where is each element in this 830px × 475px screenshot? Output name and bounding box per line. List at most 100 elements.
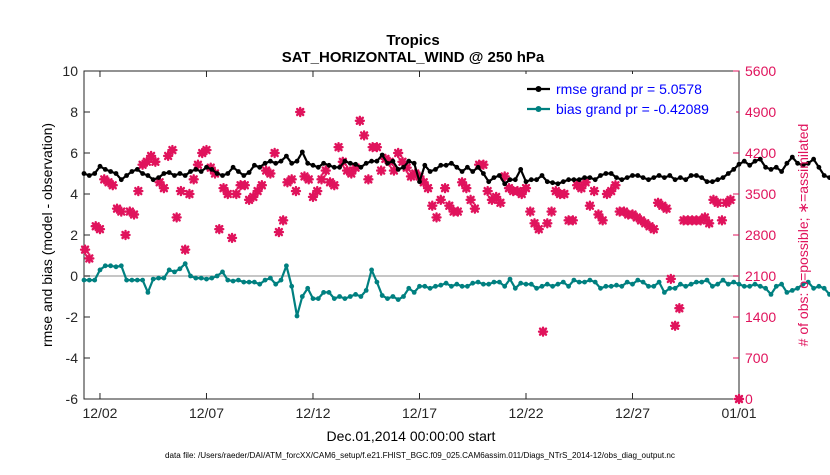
y-right-tick-label: 2800	[745, 227, 776, 243]
rmse-point	[475, 164, 481, 170]
rmse-point	[747, 162, 753, 168]
x-axis-ticks: 12/02 12/07 12/12 12/17 12/22 12/27 01/01	[82, 71, 757, 421]
obs-point	[516, 188, 527, 200]
y-right-tick-label: 3500	[745, 186, 776, 202]
bias-point	[662, 290, 667, 295]
bias-point	[438, 282, 444, 288]
obs-point	[103, 177, 114, 188]
obs-point	[721, 197, 732, 208]
obs-point	[388, 165, 400, 176]
rmse-point	[86, 173, 92, 178]
obs-point	[648, 223, 659, 235]
bias-point	[81, 277, 87, 283]
rmse-point	[598, 173, 603, 178]
rmse-point	[294, 158, 300, 164]
rmse-point	[225, 171, 231, 176]
obs-point	[124, 206, 135, 217]
rmse-point	[704, 179, 710, 185]
obs-point	[597, 215, 608, 226]
obs-point	[533, 223, 544, 235]
rmse-point	[262, 160, 268, 166]
rmse-point	[731, 167, 737, 172]
legend-box	[520, 74, 736, 120]
obs-point	[635, 215, 647, 226]
rmse-point	[284, 153, 289, 159]
obs-point	[371, 141, 383, 153]
bias-point	[443, 280, 449, 286]
bias-point	[118, 263, 124, 269]
obs-point	[469, 203, 481, 214]
obs-point	[171, 212, 182, 223]
bias-point	[326, 290, 332, 295]
bias-point	[789, 288, 795, 293]
bias-point	[651, 283, 657, 289]
obs-point	[316, 174, 327, 185]
y-left-tick-label: 4	[70, 186, 78, 202]
bias-point	[379, 293, 385, 298]
obs-point	[79, 244, 91, 255]
obs-point	[439, 182, 451, 194]
rmse-point	[454, 164, 460, 170]
bias-point	[177, 266, 183, 272]
obs-point	[601, 188, 613, 200]
obs-point	[605, 185, 617, 197]
rmse-point	[241, 173, 247, 178]
obs-point	[576, 182, 587, 194]
legend: rmse grand pr = 5.0578 bias grand pr = -…	[520, 74, 736, 120]
obs-point	[167, 144, 178, 156]
bias-point	[725, 281, 731, 287]
bias-point	[315, 296, 321, 301]
bias-point	[821, 285, 827, 291]
bias-point	[385, 296, 390, 301]
bias-point	[294, 313, 300, 319]
obs-point	[410, 168, 421, 179]
obs-point	[94, 223, 106, 235]
obs-point	[529, 218, 540, 229]
bias-point	[390, 294, 396, 299]
y-left-tick-label: 6	[70, 145, 78, 161]
bias-series	[81, 261, 830, 319]
rmse-point	[220, 173, 225, 178]
obs-point	[179, 244, 191, 255]
obs-point	[363, 174, 374, 185]
bias-point	[587, 277, 593, 283]
obs-point	[644, 221, 655, 232]
bias-point	[507, 276, 513, 282]
rmse-point	[667, 173, 673, 178]
obs-point	[256, 180, 268, 191]
obs-point	[733, 393, 745, 405]
y-right-tick-label: 1400	[745, 309, 776, 325]
bias-point	[289, 283, 295, 289]
rmse-point	[379, 152, 385, 158]
rmse-point	[624, 175, 630, 181]
bias-point	[145, 290, 151, 295]
bias-point	[422, 283, 428, 289]
obs-point	[674, 303, 685, 314]
bias-point	[86, 277, 92, 283]
rmse-point	[720, 175, 726, 181]
obs-point	[150, 156, 161, 167]
rmse-point	[305, 160, 311, 166]
bias-point	[800, 281, 806, 287]
bias-point	[736, 281, 742, 287]
rmse-point	[811, 156, 816, 162]
obs-point	[128, 209, 140, 220]
y-right-tick-label: 2100	[745, 268, 776, 284]
rmse-point	[134, 167, 140, 172]
rmse-point	[422, 162, 428, 168]
obs-point	[107, 180, 118, 191]
rmse-point	[310, 162, 316, 168]
bias-point	[188, 273, 193, 279]
legend-bias-marker	[535, 106, 542, 112]
rmse-point	[347, 160, 353, 166]
obs-point	[525, 206, 536, 217]
bias-point	[124, 277, 129, 283]
rmse-point	[619, 177, 625, 183]
x-tick-label: 12/07	[189, 405, 224, 421]
rmse-point	[497, 173, 502, 178]
rmse-point	[683, 177, 689, 183]
bias-point	[694, 279, 699, 285]
rmse-point	[773, 164, 779, 170]
rmse-point	[353, 161, 358, 167]
